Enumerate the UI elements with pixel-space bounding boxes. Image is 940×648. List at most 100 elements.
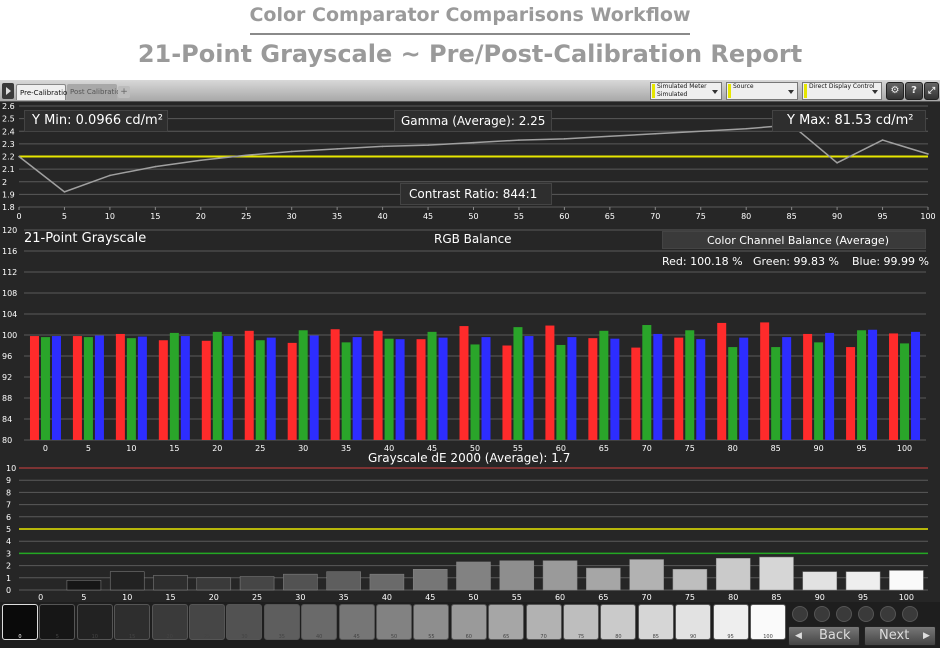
swatch-label: 15 [129, 634, 136, 640]
swatch-65[interactable]: 65 [488, 604, 525, 640]
swatch-70[interactable]: 70 [525, 604, 562, 640]
rgb-y-tick: 112 [2, 268, 17, 277]
swatch-85[interactable]: 85 [637, 604, 674, 640]
de-x-tick: 40 [382, 593, 392, 602]
expand-icon[interactable]: ⤢ [924, 82, 939, 100]
stop-icon[interactable] [792, 606, 808, 622]
rgb-bar-red [29, 336, 39, 440]
de-x-tick: 5 [81, 593, 86, 602]
de-y-tick: 0 [6, 586, 11, 595]
swatch-20[interactable]: 20 [151, 604, 188, 640]
gamma-x-tick: 30 [287, 212, 297, 221]
step-icon[interactable] [858, 606, 874, 622]
de-bar [283, 573, 318, 591]
de-x-tick: 70 [642, 593, 652, 602]
swatch-label: 100 [763, 634, 773, 640]
ymin-box: Y Min: 0.0966 cd/m² [24, 110, 168, 132]
de-y-tick: 8 [6, 488, 11, 497]
swatch-10[interactable]: 10 [76, 604, 113, 640]
swatch-label: 35 [278, 634, 285, 640]
rgb-x-tick: 20 [212, 444, 222, 453]
rgb-bar-green [427, 331, 437, 440]
step-icon[interactable] [836, 606, 852, 622]
swatch-50[interactable]: 50 [376, 604, 412, 640]
rgb-x-tick: 5 [86, 444, 91, 453]
swatch-90[interactable]: 90 [675, 604, 712, 640]
swatch-35[interactable]: 35 [263, 604, 300, 640]
rgb-bar-blue [395, 339, 405, 440]
rgb-bar-blue [180, 336, 190, 440]
swatch-30[interactable]: 30 [226, 604, 263, 640]
de-x-tick: 25 [252, 593, 262, 602]
de-x-tick: 35 [339, 593, 349, 602]
add-tab-button[interactable]: + [118, 86, 130, 98]
play-icon[interactable] [814, 606, 830, 622]
de-bar [369, 573, 405, 591]
rgb-y-tick: 84 [2, 415, 12, 424]
swatch-label: 75 [577, 634, 585, 640]
swatch-45[interactable]: 45 [338, 604, 375, 640]
red-balance: Red: 100.18 % [662, 255, 743, 268]
de-x-tick: 90 [815, 593, 825, 602]
rgb-bar-blue [911, 331, 921, 440]
gamma-point [200, 159, 202, 162]
swatch-75[interactable]: 75 [563, 604, 599, 640]
tab-pre-calibration[interactable]: Pre-Calibration [16, 84, 72, 100]
rgb-bar-green [384, 338, 394, 440]
help-icon[interactable]: ? [905, 82, 923, 100]
rgb-bar-blue [610, 338, 620, 440]
play-icon[interactable] [2, 83, 14, 99]
swatch-0[interactable]: 0 [2, 604, 38, 640]
swatch-25[interactable]: 25 [189, 604, 225, 640]
rgb-bar-blue [94, 335, 104, 440]
de-y-tick: 3 [6, 549, 11, 558]
de-y-tick: 9 [6, 476, 11, 485]
de-bar [239, 576, 275, 591]
swatch-40[interactable]: 40 [301, 604, 338, 640]
rgb-bar-green [255, 340, 265, 440]
rgb-bar-blue [223, 336, 233, 440]
gamma-point [699, 130, 702, 133]
swatch-label: 60 [465, 634, 472, 640]
rgb-bar-red [631, 347, 641, 440]
chevron-down-icon [788, 90, 794, 94]
tab-post-calibration[interactable]: Post Calibration [67, 84, 125, 100]
rgb-x-tick: 70 [642, 444, 652, 453]
swatch-5[interactable]: 5 [39, 604, 76, 640]
meter-dropdown[interactable]: Simulated Meter Simulated [650, 82, 722, 100]
de-x-tick: 100 [899, 593, 914, 602]
back-label: Back [819, 628, 851, 643]
swatch-95[interactable]: 95 [712, 604, 749, 640]
rgb-bar-green [900, 343, 910, 440]
gamma-point [18, 155, 20, 158]
swatch-100[interactable]: 100 [750, 604, 786, 640]
de-x-tick: 95 [858, 593, 868, 602]
source-dropdown[interactable]: Source [726, 82, 798, 100]
display-dropdown[interactable]: Direct Display Control [802, 82, 882, 100]
next-button[interactable]: Next ▶ [864, 626, 936, 646]
gear-icon[interactable]: ⚙ [886, 82, 904, 100]
gamma-x-tick: 55 [514, 212, 524, 221]
gamma-y-tick: 2.1 [2, 165, 15, 174]
rgb-bar-green [40, 337, 50, 440]
rgb-y-tick: 100 [2, 331, 17, 340]
rgb-bar-red [588, 338, 598, 440]
swatch-55[interactable]: 55 [413, 604, 450, 640]
rgb-y-tick: 80 [2, 436, 12, 445]
rgb-bar-red [803, 333, 813, 440]
rgb-bar-red [72, 336, 82, 440]
swatch-15[interactable]: 15 [114, 604, 151, 640]
swatch-80[interactable]: 80 [600, 604, 637, 640]
back-button[interactable]: ◀ Back [788, 626, 860, 646]
rgb-bar-green [857, 330, 867, 440]
contrast-box: Contrast Ratio: 844:1 [400, 183, 552, 205]
de-bar [802, 571, 838, 591]
gamma-x-tick: 20 [196, 212, 206, 221]
step-icon[interactable] [880, 606, 896, 622]
rgb-bar-blue [696, 339, 706, 440]
step-icon[interactable] [902, 606, 918, 622]
ymin-label: Y Min: 0.0966 cd/m² [32, 113, 163, 128]
rgb-bar-red [674, 337, 684, 440]
swatch-60[interactable]: 60 [450, 604, 487, 640]
